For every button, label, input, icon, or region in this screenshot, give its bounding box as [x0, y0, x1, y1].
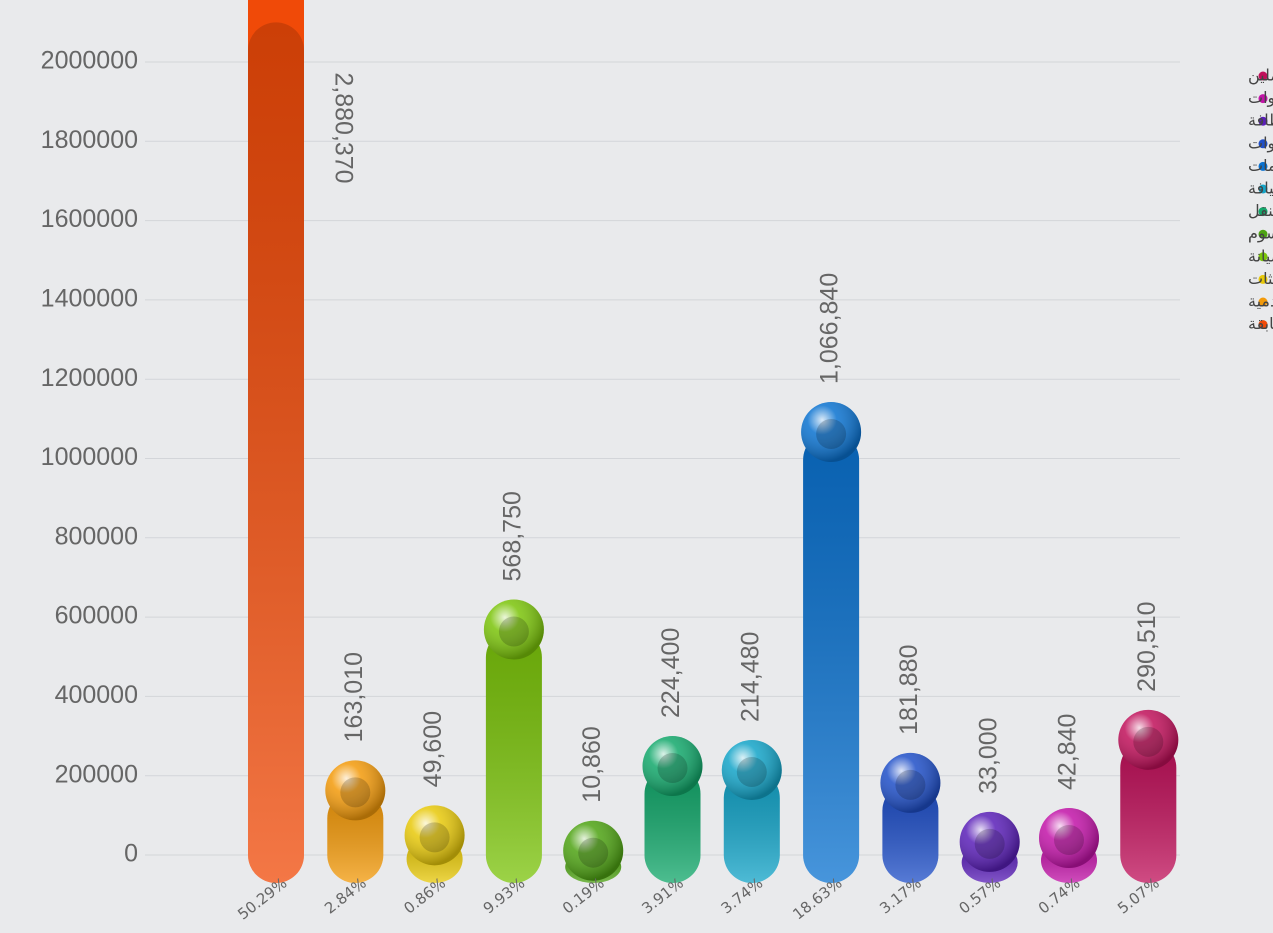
share-label: 50.29% [234, 874, 290, 923]
y-tick-label: 1800000 [41, 126, 138, 154]
legend-label: التأمينات والضرائب والرسوم [1248, 222, 1273, 244]
legend-label: التدريب والبعثات [1248, 269, 1273, 289]
share-label: 18.63% [789, 874, 845, 923]
ball-core [1133, 726, 1164, 757]
value-label: 42,840 [1054, 714, 1082, 790]
ball-core [1054, 825, 1084, 856]
ball-shine [563, 820, 624, 881]
y-tick-label: 1600000 [41, 205, 138, 233]
legend-marker [1258, 252, 1268, 262]
bar-shade [248, 22, 304, 884]
ball-core [974, 828, 1005, 859]
plot-area [248, 0, 1179, 884]
y-tick-label: 800000 [55, 522, 138, 550]
bar-shade [644, 766, 701, 883]
legend-label: أتعاب ومكافآت لغير العاملين [1248, 65, 1273, 86]
ball-core [340, 777, 371, 808]
ball-core [657, 753, 688, 784]
bar-group [642, 736, 703, 883]
ball-shine [483, 599, 544, 660]
y-tick-label: 2000000 [41, 47, 138, 75]
bar-shade [1120, 739, 1177, 883]
ball-core [419, 822, 450, 853]
y-tick-label: 600000 [55, 602, 138, 630]
bar-shade [803, 431, 860, 883]
legend-marker [1258, 207, 1268, 217]
bar-group [248, 0, 304, 884]
legend-marker [1258, 297, 1268, 307]
ball-core [498, 616, 529, 647]
y-tick-label: 1200000 [41, 364, 138, 392]
legend-label: تجهيزات وصيانة [1248, 246, 1273, 266]
legend-label: مطبوعات وقرطاسية وأدوات [1248, 132, 1273, 153]
value-label: 224,400 [657, 628, 685, 718]
legend-label: إيجار المباني ومصروفات النقل [1248, 201, 1273, 221]
legend-marker [1258, 116, 1268, 126]
legend-label: مصروفات عن سنوات سابقة [1248, 314, 1273, 334]
bar-group [563, 820, 624, 883]
legend-marker [1258, 71, 1268, 81]
y-tick-label: 0 [124, 840, 138, 868]
ball-shine [959, 811, 1020, 872]
ball-shine [325, 760, 386, 821]
value-label: 568,750 [499, 491, 527, 581]
legend-label: نفقات سفر ومهمات [1248, 156, 1273, 176]
legend-label: وقود وزيوت وقطع غيار وأدوات [1248, 87, 1273, 108]
value-label: 1,066,840 [816, 273, 844, 384]
value-label: 49,600 [419, 711, 447, 787]
bar-group [959, 811, 1020, 883]
bar-shade [485, 629, 542, 883]
ball-shine [801, 401, 862, 462]
y-tick-label: 400000 [55, 681, 138, 709]
ball-core [816, 418, 847, 449]
y-tick-label: 1000000 [41, 443, 138, 471]
bar-group [1039, 808, 1099, 883]
bar-group [721, 739, 782, 883]
ball-shine [642, 736, 703, 797]
legend-marker [1258, 184, 1268, 194]
bar-group [880, 752, 941, 883]
bar-group [325, 760, 386, 883]
ball-shine [880, 752, 941, 813]
ball-core [895, 769, 926, 800]
ball-core [736, 756, 767, 787]
ball-shine [1118, 709, 1179, 770]
bar-shade [723, 769, 780, 883]
legend-marker [1258, 94, 1268, 104]
legend-label: بريد ومياه ومصروفات نظافة [1248, 111, 1273, 131]
legend-label: إعلان وعلاقات عامة وضيافة [1248, 179, 1273, 199]
value-label: 2,880,370 [329, 72, 357, 183]
bar-group [483, 599, 544, 883]
legend-label: مصروفات خدمية [1248, 292, 1273, 312]
legend-marker [1258, 161, 1268, 171]
ball-core [578, 837, 609, 868]
value-label: 214,480 [736, 632, 764, 722]
legend-marker [1258, 229, 1268, 239]
bar-group [801, 401, 862, 883]
legend-marker [1258, 274, 1268, 284]
y-tick-label: 200000 [55, 760, 138, 788]
value-label: 163,010 [340, 652, 368, 742]
legend-marker [1258, 139, 1268, 149]
value-label: 33,000 [974, 717, 1002, 793]
value-label: 290,510 [1133, 601, 1161, 691]
bar-group [404, 805, 465, 883]
ball-shine [404, 805, 465, 866]
y-tick-label: 1400000 [41, 285, 138, 313]
bar-group [1118, 709, 1179, 883]
legend-marker [1258, 320, 1268, 330]
ball-shine [721, 739, 782, 800]
ball-shine [1039, 808, 1099, 869]
value-label: 10,860 [578, 726, 606, 802]
value-label: 181,880 [895, 645, 923, 735]
